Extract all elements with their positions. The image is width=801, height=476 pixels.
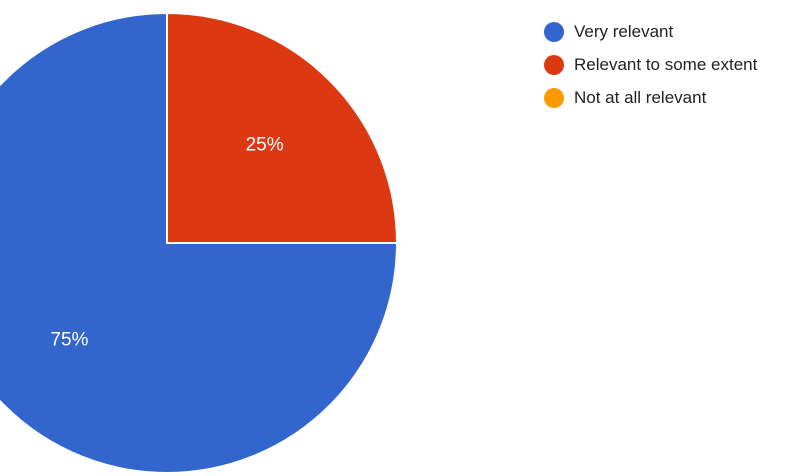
legend-item-not-at-all-relevant[interactable]: Not at all relevant bbox=[544, 82, 794, 114]
legend-marker-relevant-to-some-extent bbox=[544, 55, 564, 75]
legend-item-relevant-to-some-extent[interactable]: Relevant to some extent bbox=[544, 49, 794, 81]
legend-marker-not-at-all-relevant bbox=[544, 88, 564, 108]
legend-item-very-relevant[interactable]: Very relevant bbox=[544, 16, 794, 48]
legend-label-not-at-all-relevant: Not at all relevant bbox=[574, 88, 707, 107]
legend-marker-very-relevant bbox=[544, 22, 564, 42]
legend-label-relevant-to-some-extent: Relevant to some extent bbox=[574, 55, 758, 74]
chart-legend: Very relevant Relevant to some extent No… bbox=[544, 16, 794, 115]
pie-slice-relevant-to-some-extent[interactable] bbox=[166, 11, 399, 244]
legend-label-very-relevant: Very relevant bbox=[574, 22, 674, 41]
pie-slice-very-relevant[interactable] bbox=[0, 11, 399, 474]
slice-label-relevant-to-some-extent: 25% bbox=[246, 134, 284, 155]
slice-label-very-relevant: 75% bbox=[50, 330, 88, 351]
